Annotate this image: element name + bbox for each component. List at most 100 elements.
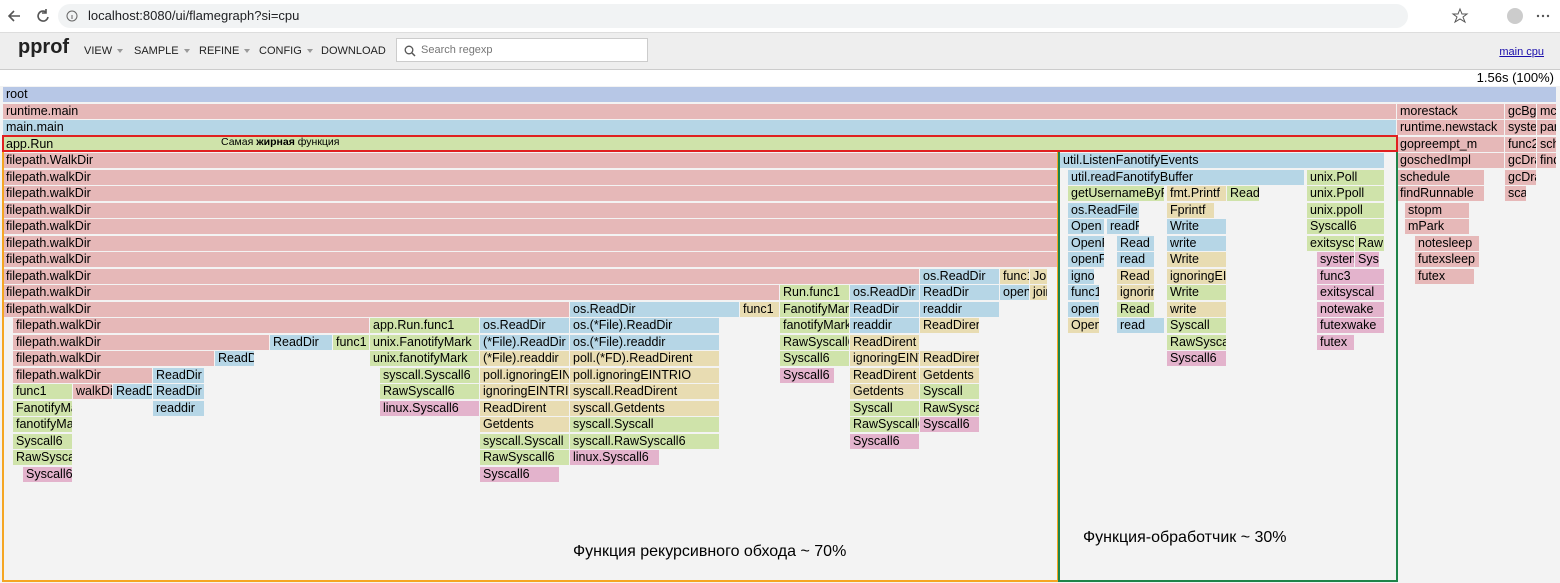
frame[interactable]: write	[1167, 235, 1227, 251]
frame[interactable]: Syscall	[1167, 318, 1227, 333]
frame[interactable]: Read	[1117, 235, 1155, 251]
frame[interactable]: fanotifyMark	[13, 417, 73, 432]
frame[interactable]: unix.Poll	[1307, 169, 1385, 185]
frame[interactable]: os.ReadDir	[850, 285, 920, 300]
frame[interactable]: ignoringEINTR	[850, 351, 920, 366]
frame[interactable]: func1	[333, 334, 370, 350]
frame[interactable]: linux.Syscall6	[380, 400, 480, 416]
frame[interactable]: filepath.walkDir	[3, 285, 780, 300]
frame[interactable]: Read	[1117, 301, 1155, 317]
frame[interactable]: ReadDir	[270, 334, 333, 350]
frame[interactable]: ReadDir	[113, 384, 153, 399]
frame[interactable]: poll.ignoringEINTRIO	[570, 367, 720, 383]
frame[interactable]: filepath.walkDir	[13, 334, 270, 350]
frame[interactable]: goschedImpl	[1397, 153, 1505, 168]
frame[interactable]: readdir	[850, 318, 920, 333]
frame[interactable]: RawSyscall6	[13, 450, 73, 465]
frame[interactable]: system	[1505, 120, 1537, 135]
frame[interactable]: OpenFile	[1068, 235, 1105, 251]
frame[interactable]: Read	[1117, 268, 1155, 284]
frame[interactable]: schedule	[1397, 169, 1485, 185]
frame[interactable]: filepath.walkDir	[3, 301, 570, 317]
frame[interactable]: RawSyscall6	[780, 334, 850, 350]
logo[interactable]: pprof	[18, 36, 70, 58]
profile-link[interactable]: main cpu	[1499, 46, 1544, 58]
frame[interactable]: stopm	[1405, 202, 1470, 218]
frame[interactable]: write	[1167, 301, 1227, 317]
frame[interactable]: ReadDir	[850, 301, 920, 317]
frame[interactable]: func1	[1000, 268, 1030, 284]
frame[interactable]: Open	[1068, 219, 1105, 234]
frame[interactable]: exitsyscall	[1307, 235, 1355, 251]
frame[interactable]: ignoring	[1068, 268, 1095, 284]
frame[interactable]: Getdents	[480, 417, 570, 432]
frame[interactable]: futexwake	[1317, 318, 1385, 333]
frame[interactable]: unix.FanotifyMark	[370, 334, 480, 350]
frame[interactable]: syscall.Syscall	[480, 433, 570, 449]
frame[interactable]: gcDrain	[1505, 153, 1537, 168]
frame[interactable]: Fprintf	[1167, 202, 1215, 218]
frame[interactable]: filepath.walkDir	[3, 169, 1058, 185]
frame[interactable]: futex	[1415, 268, 1475, 284]
frame[interactable]: Syscall	[850, 400, 920, 416]
frame[interactable]: read	[1117, 252, 1155, 267]
frame[interactable]: ReadDir	[215, 351, 255, 366]
frame[interactable]: unix.fanotifyMark	[370, 351, 480, 366]
frame[interactable]: RawSyscall6	[1167, 334, 1227, 350]
frame[interactable]: sche	[1537, 136, 1557, 152]
frame[interactable]: Syscall6	[1167, 351, 1227, 366]
frame[interactable]: notewake	[1317, 301, 1385, 317]
frame[interactable]: filepath.walkDir	[13, 367, 153, 383]
frame[interactable]: RawSyscall6	[380, 384, 480, 399]
frame[interactable]: Read	[1227, 186, 1260, 201]
frame[interactable]: os.(*File).ReadDir	[570, 318, 720, 333]
frame[interactable]: ReadDirent	[920, 351, 980, 366]
frame[interactable]: filepath.walkDir	[13, 351, 215, 366]
frame[interactable]: exitsyscal	[1317, 285, 1385, 300]
frame[interactable]: fanotifyMark	[780, 318, 850, 333]
frame[interactable]: Getdents	[920, 367, 980, 383]
frame[interactable]: os.ReadFile	[1068, 202, 1140, 218]
frame[interactable]: fmt.Printf	[1167, 186, 1227, 201]
frame[interactable]: systemsta	[1317, 252, 1355, 267]
frame[interactable]: gopreempt_m	[1397, 136, 1505, 152]
frame[interactable]: readdir	[920, 301, 1000, 317]
frame[interactable]: Write	[1167, 285, 1227, 300]
frame[interactable]: main.main	[3, 120, 1397, 135]
frame[interactable]: gcBgM	[1505, 103, 1537, 119]
frame[interactable]: Sysc	[1355, 252, 1380, 267]
frame[interactable]: ReadDirent	[850, 334, 920, 350]
frame[interactable]: RawSyscall6	[850, 417, 920, 432]
frame[interactable]: futex	[1317, 334, 1355, 350]
frame[interactable]: findRunnable	[1397, 186, 1485, 201]
frame[interactable]: func1	[740, 301, 780, 317]
frame[interactable]: Write	[1167, 219, 1227, 234]
frame[interactable]: os.ReadDir	[480, 318, 570, 333]
frame[interactable]: syscall.RawSyscall6	[570, 433, 720, 449]
frame[interactable]: (*File).readdir	[480, 351, 570, 366]
frame[interactable]: filepath.walkDir	[13, 318, 370, 333]
frame[interactable]: (*File).ReadDir	[480, 334, 570, 350]
menu-item[interactable]: DOWNLOAD	[321, 45, 386, 57]
frame[interactable]: func2	[1505, 136, 1537, 152]
frame[interactable]: ignoring	[1117, 285, 1155, 300]
frame[interactable]: os.ReadDir	[570, 301, 740, 317]
frame[interactable]: ignoringEINTRIO	[480, 384, 570, 399]
frame[interactable]: open	[1000, 285, 1030, 300]
browser-icons[interactable]	[1420, 6, 1550, 26]
frame[interactable]: Syscall6	[13, 433, 73, 449]
frame[interactable]: filepath.WalkDir	[3, 153, 1058, 168]
frame[interactable]: unix.Ppoll	[1307, 186, 1385, 201]
frame[interactable]: Syscall6	[780, 367, 835, 383]
frame[interactable]: morestack	[1397, 103, 1505, 119]
frame[interactable]: os.(*File).readdir	[570, 334, 720, 350]
frame[interactable]: FanotifyMark	[13, 400, 73, 416]
frame[interactable]: Syscall	[920, 384, 980, 399]
frame[interactable]: Syscall6	[23, 466, 73, 482]
frame[interactable]: func1	[1068, 285, 1100, 300]
frame[interactable]: ReadDir	[153, 384, 205, 399]
frame[interactable]: Syscall6	[780, 351, 850, 366]
frame[interactable]: Join	[1030, 268, 1048, 284]
frame[interactable]: filepath.walkDir	[3, 252, 1058, 267]
frame[interactable]: Syscall6	[920, 417, 980, 432]
